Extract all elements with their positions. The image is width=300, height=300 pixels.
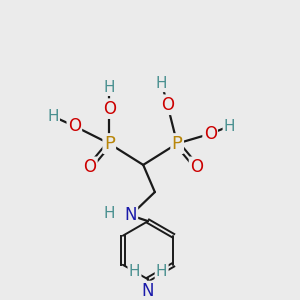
Text: O: O [68, 117, 81, 135]
Text: N: N [142, 282, 154, 300]
Text: H: H [156, 264, 167, 279]
Text: H: H [156, 76, 167, 91]
Text: P: P [104, 135, 115, 153]
Text: H: H [103, 80, 115, 95]
Text: O: O [161, 96, 174, 114]
Text: H: H [224, 118, 235, 134]
Text: O: O [103, 100, 116, 118]
Text: O: O [83, 158, 96, 176]
Text: N: N [124, 206, 137, 224]
Text: O: O [190, 158, 203, 176]
Text: P: P [172, 135, 183, 153]
Text: H: H [47, 109, 59, 124]
Text: O: O [204, 125, 217, 143]
Text: H: H [129, 264, 140, 279]
Text: H: H [103, 206, 115, 221]
